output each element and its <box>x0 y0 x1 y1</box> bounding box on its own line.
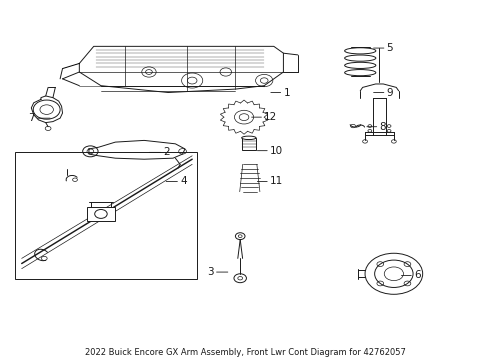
Text: 6: 6 <box>401 270 420 280</box>
Bar <box>87 207 115 221</box>
Text: 4: 4 <box>166 176 187 186</box>
Text: 3: 3 <box>207 267 228 277</box>
Text: 2022 Buick Encore GX Arm Assembly, Front Lwr Cont Diagram for 42762057: 2022 Buick Encore GX Arm Assembly, Front… <box>85 348 405 357</box>
Text: 8: 8 <box>367 122 386 132</box>
Text: 11: 11 <box>257 176 283 186</box>
Bar <box>242 138 256 150</box>
Bar <box>15 152 197 279</box>
Text: 7: 7 <box>28 113 50 123</box>
Text: 1: 1 <box>271 87 290 98</box>
Circle shape <box>95 210 107 219</box>
Text: 9: 9 <box>373 87 393 98</box>
Text: 5: 5 <box>373 43 393 53</box>
Text: 12: 12 <box>252 112 277 122</box>
Ellipse shape <box>242 136 256 140</box>
Text: 10: 10 <box>257 146 283 156</box>
Text: 2: 2 <box>149 147 170 157</box>
